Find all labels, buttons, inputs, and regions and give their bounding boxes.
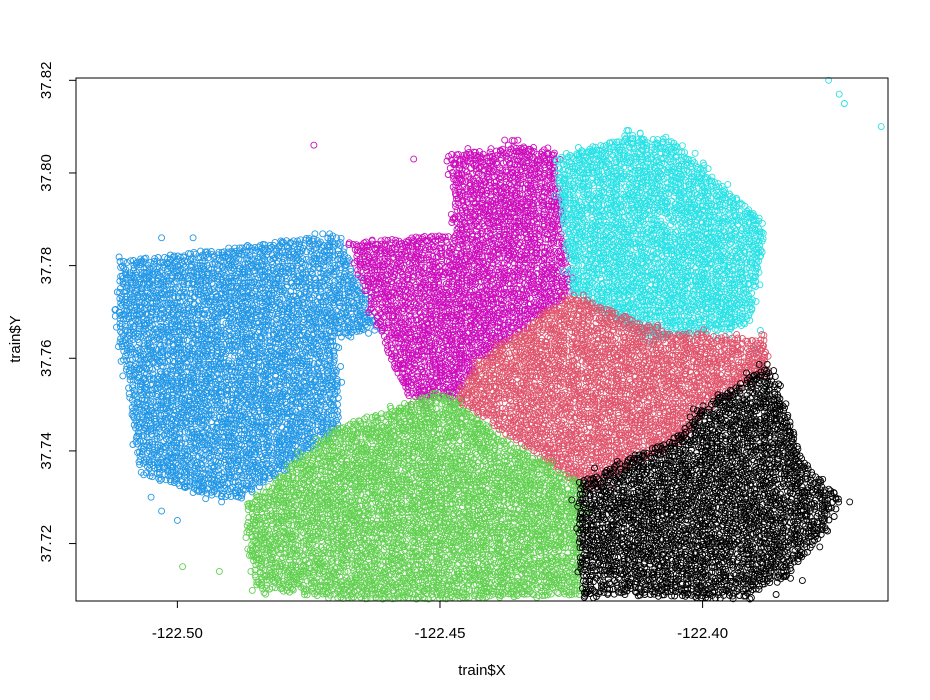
scatter-plot: -122.50 -122.45 -122.40 37.7237.7437.7637.… [0, 0, 930, 700]
